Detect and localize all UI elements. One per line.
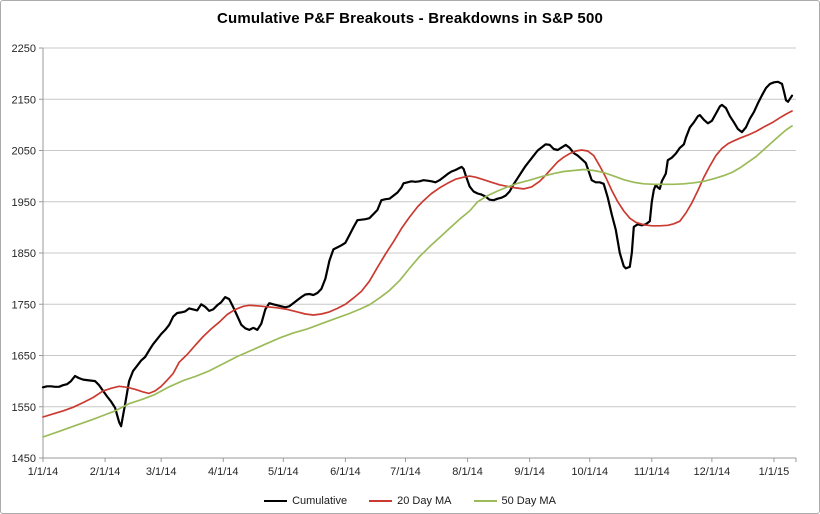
x-tick-label: 9/1/14 <box>514 466 545 478</box>
legend-line-sample-50-day-ma <box>473 500 497 502</box>
series-lines <box>41 80 794 438</box>
legend-label-50-day-ma: 50 Day MA <box>501 495 556 507</box>
y-tick-label: 2050 <box>12 146 36 158</box>
legend-line-sample-20-day-ma <box>369 500 393 502</box>
legend-item-50-day-ma: 50 Day MA <box>473 495 556 507</box>
x-tick-label: 5/1/14 <box>268 466 299 478</box>
x-tick-label: 1/1/14 <box>28 466 59 478</box>
legend: Cumulative 20 Day MA 50 Day MA <box>0 495 820 507</box>
x-tick-label: 7/1/14 <box>390 466 421 478</box>
x-tick-label: 2/1/14 <box>90 466 121 478</box>
legend-label-20-day-ma: 20 Day MA <box>397 495 452 507</box>
y-tick-label: 1650 <box>12 351 36 363</box>
x-tick-label: 12/1/14 <box>694 466 731 478</box>
y-tick-label: 1950 <box>12 197 36 209</box>
x-tick-label: 10/1/14 <box>571 466 608 478</box>
y-tick-label: 1850 <box>12 248 36 260</box>
y-tick-label: 1450 <box>12 453 36 465</box>
axes <box>39 47 797 462</box>
legend-line-sample-cumulative <box>264 500 288 502</box>
x-tick-label: 8/1/14 <box>452 466 483 478</box>
x-tick-label: 11/1/14 <box>634 466 670 478</box>
legend-label-cumulative: Cumulative <box>292 495 348 507</box>
series-line-cumulative <box>41 80 794 428</box>
y-tick-label: 1750 <box>12 299 36 311</box>
series-line-50-day-ma <box>42 125 793 438</box>
y-tick-label: 2250 <box>12 43 36 55</box>
y-tick-label: 2150 <box>12 94 36 106</box>
gridlines <box>43 47 796 408</box>
series-line-20-day-ma <box>42 110 793 418</box>
legend-item-20-day-ma: 20 Day MA <box>369 495 452 507</box>
x-tick-label: 6/1/14 <box>330 466 361 478</box>
x-tick-label: 4/1/14 <box>208 466 239 478</box>
axis-labels: 2250215020501950185017501650155014501/1/… <box>12 43 790 478</box>
y-tick-label: 1550 <box>12 402 36 414</box>
chart-title: Cumulative P&F Breakouts - Breakdowns in… <box>216 10 604 27</box>
x-tick-label: 1/1/15 <box>759 466 790 478</box>
legend-item-cumulative: Cumulative <box>264 495 347 507</box>
x-tick-label: 3/1/14 <box>146 466 177 478</box>
